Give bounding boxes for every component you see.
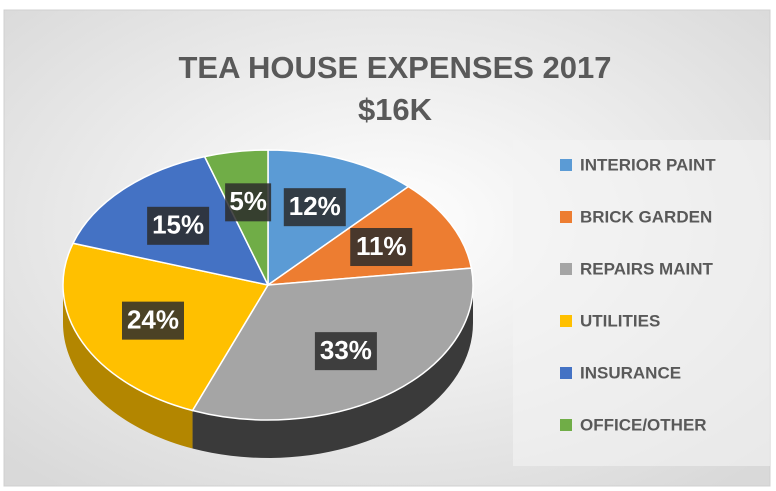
legend-label: OFFICE/OTHER [580,415,707,434]
legend-swatch [560,419,572,431]
legend-swatch [560,159,572,171]
data-label: 33% [320,335,372,365]
legend-swatch [560,367,572,379]
data-label: 11% [356,231,407,261]
data-label: 5% [229,186,267,216]
legend-swatch [560,263,572,275]
data-label-box [225,183,272,222]
chart-subtitle: $16K [358,92,433,127]
legend-box [513,140,770,466]
legend-label: REPAIRS MAINT [580,259,713,278]
data-label: 12% [289,191,341,221]
data-label-box [314,332,377,371]
legend-label: INSURANCE [580,363,681,382]
data-label-box [283,188,346,227]
data-label-box [121,301,184,340]
legend-label: BRICK GARDEN [580,207,712,226]
legend-label: INTERIOR PAINT [580,155,716,174]
slice-side [192,285,473,458]
legend-label: UTILITIES [580,311,660,330]
slice-side [63,285,193,449]
data-label-box [147,206,210,245]
legend-swatch [560,211,572,223]
data-label: 24% [127,305,179,335]
chart-title: TEA HOUSE EXPENSES 2017 [178,50,611,85]
legend-swatch [560,315,572,327]
data-label: 15% [152,210,204,240]
data-label-box [350,228,413,267]
